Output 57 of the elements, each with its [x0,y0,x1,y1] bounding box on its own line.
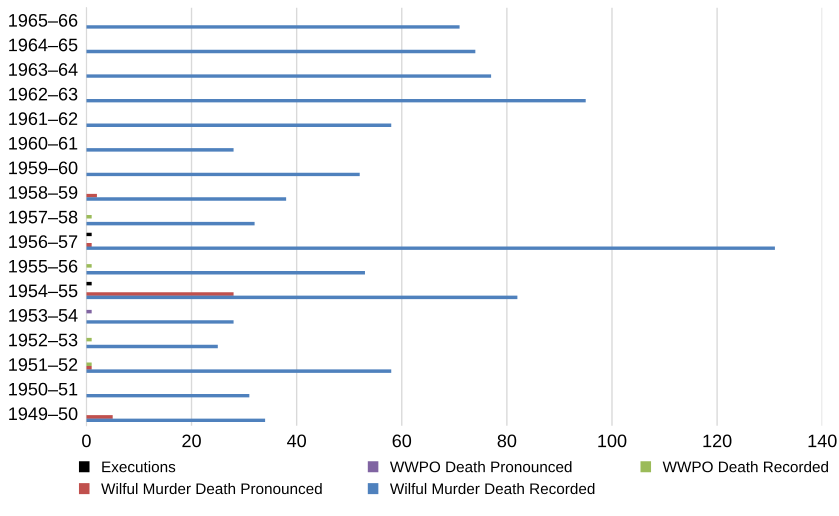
bar [86,366,92,370]
bar [86,124,392,127]
bar [86,232,92,236]
bar [86,222,255,226]
x-tick-label: 140 [808,434,837,448]
bar [86,418,266,422]
bar [86,74,492,78]
bar [86,271,365,274]
y-tick-label: 1950–51 [9,382,78,396]
bar [86,362,92,366]
bar [86,215,92,218]
bar [86,25,460,29]
bar [86,148,234,152]
bar [86,344,218,348]
y-tick-label: 1959–60 [9,161,78,174]
legend-label: Executions [102,461,176,472]
legend-label: WWPO Death Recorded [662,461,828,472]
y-tick-label: 1954–55 [9,284,78,298]
x-tick-label: 0 [82,434,91,448]
y-tick-label: 1958–59 [9,186,78,199]
legend-label: Wilful Murder Death Recorded [390,482,594,494]
bar [86,310,92,314]
bar [86,194,97,198]
y-tick-label: 1964–65 [9,38,78,52]
legend-label: Wilful Murder Death Pronounced [101,482,322,494]
x-tick-label: 20 [182,434,201,448]
y-tick-label: 1955–56 [9,260,78,273]
bar [86,415,113,419]
y-tick-label: 1951–52 [9,358,78,371]
y-tick-label: 1962–63 [9,88,78,101]
y-tick-label: 1961–62 [9,112,78,126]
bar [86,292,234,296]
bar [86,246,775,250]
y-tick-label: 1965–66 [9,14,78,27]
bar [86,296,518,300]
bar [86,394,250,398]
y-tick-label: 1952–53 [9,334,78,346]
bar [86,264,92,268]
bar [86,338,92,342]
x-tick-label: 100 [598,434,626,448]
bar [86,320,234,324]
bar [86,98,586,102]
y-tick-label: 1963–64 [9,63,78,76]
y-tick-label: 1956–57 [9,235,78,248]
bar [86,172,360,176]
x-tick-label: 60 [392,434,412,448]
bar [86,243,92,246]
legend-label: WWPO Death Pronounced [390,461,572,472]
x-tick-label: 40 [287,434,306,448]
bar [86,369,392,373]
y-tick-label: 1949–50 [9,407,78,420]
y-tick-label: 1957–58 [9,210,78,224]
x-tick-label: 80 [498,434,516,448]
bar [86,282,92,286]
y-tick-label: 1953–54 [9,309,78,322]
y-tick-label: 1960–61 [9,136,78,150]
x-tick-label: 120 [703,434,732,448]
